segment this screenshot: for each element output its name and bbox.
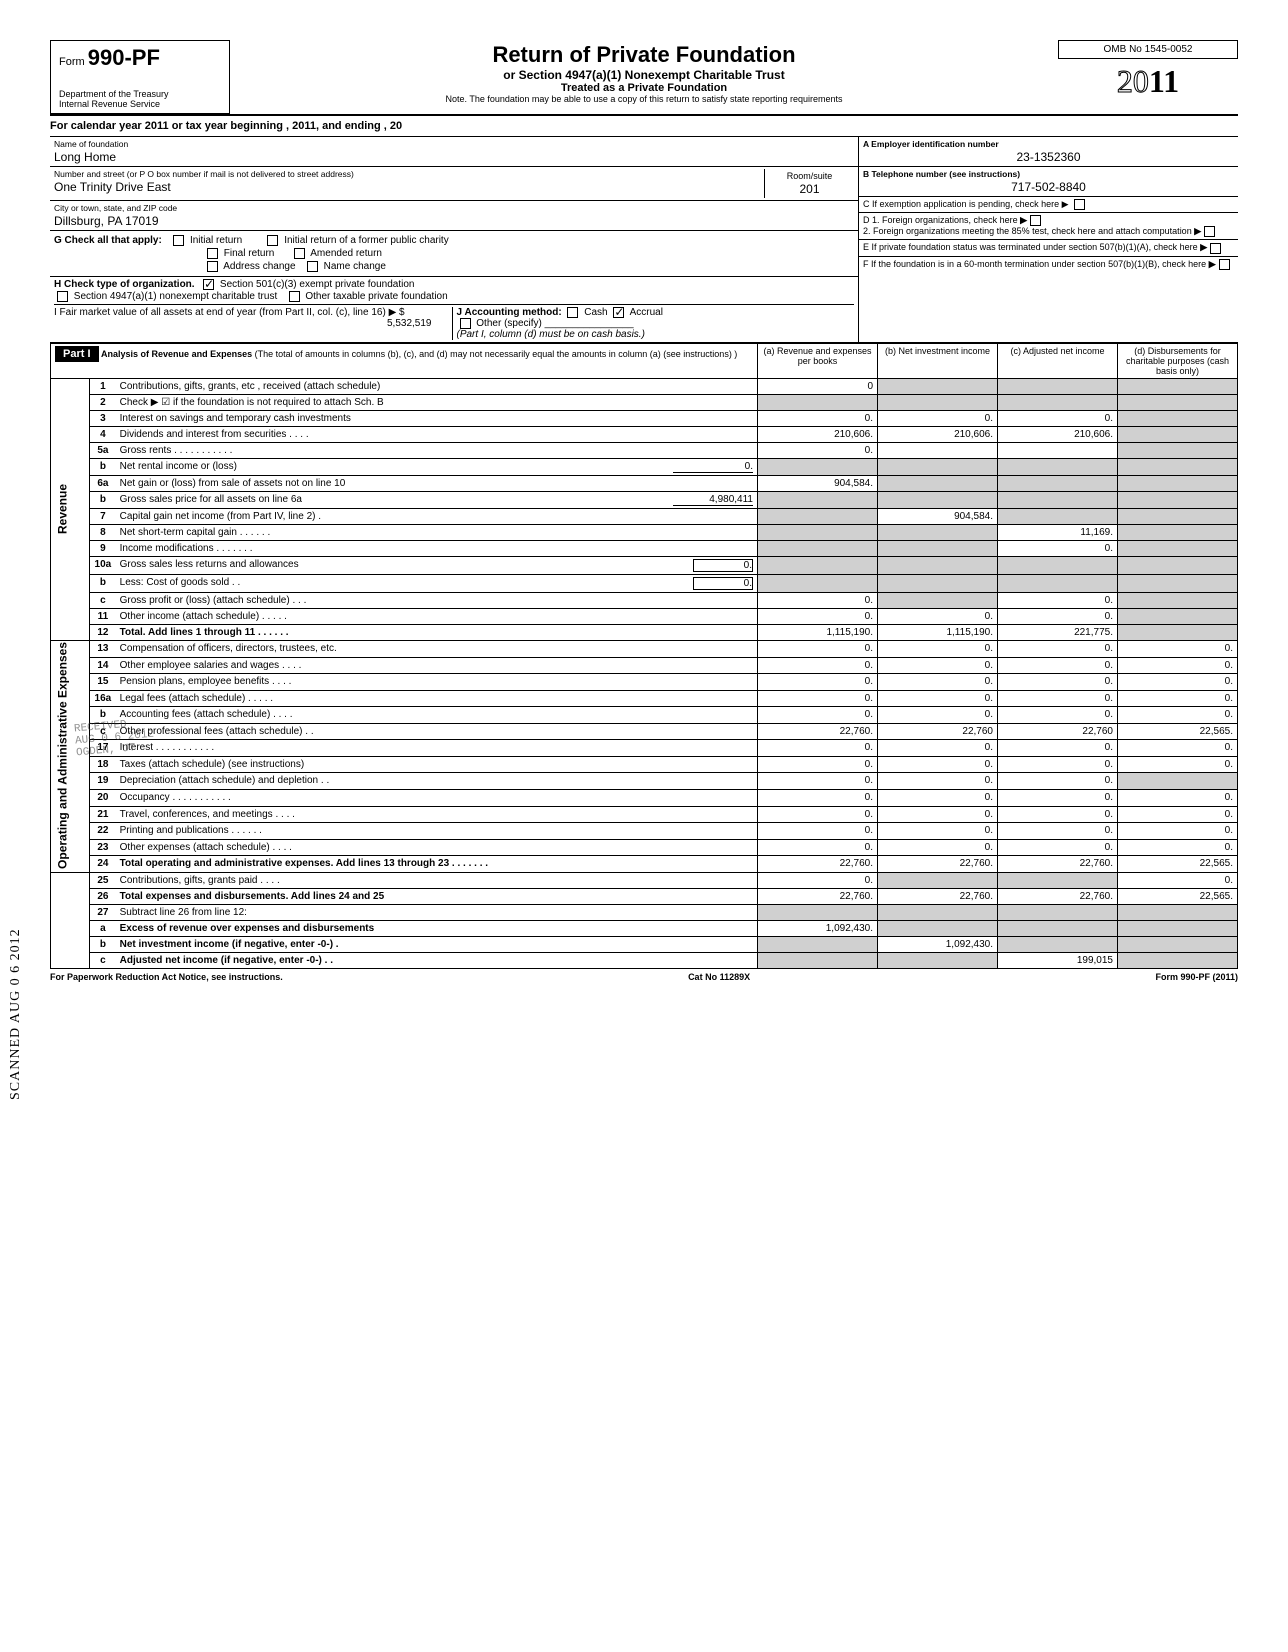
table-row: bNet investment income (if negative, ent… [51, 936, 1238, 952]
phone-value: 717-502-8840 [863, 179, 1234, 194]
footer-mid: Cat No 11289X [688, 972, 750, 982]
table-row: cOther professional fees (attach schedul… [51, 723, 1238, 740]
table-row: 11Other income (attach schedule) . . . .… [51, 608, 1238, 624]
table-row: 20Occupancy . . . . . . . . . . .0.0.0.0… [51, 790, 1238, 807]
col-a-header: (a) Revenue and expenses per books [758, 343, 878, 378]
form-subtitle2: Treated as a Private Foundation [238, 82, 1050, 94]
checkbox-other-tax[interactable] [289, 291, 300, 302]
dept-irs: Internal Revenue Service [59, 99, 221, 109]
checkbox-other-method[interactable] [460, 318, 471, 329]
tax-year: 2011 [1058, 63, 1238, 100]
table-row: 10aGross sales less returns and allowanc… [51, 556, 1238, 574]
section-i-j: I Fair market value of all assets at end… [54, 304, 854, 340]
section-g: G Check all that apply: Initial return I… [50, 231, 858, 277]
checkbox-amended[interactable] [294, 248, 305, 259]
page-footer: For Paperwork Reduction Act Notice, see … [50, 969, 1238, 982]
table-row: 23Other expenses (attach schedule) . . .… [51, 839, 1238, 856]
table-row: 14Other employee salaries and wages . . … [51, 657, 1238, 674]
footer-right: Form 990-PF (2011) [1155, 972, 1238, 982]
table-row: 15Pension plans, employee benefits . . .… [51, 674, 1238, 691]
table-row: 9Income modifications . . . . . . .0. [51, 540, 1238, 556]
table-row: 19Depreciation (attach schedule) and dep… [51, 773, 1238, 790]
table-row: 5aGross rents . . . . . . . . . . .0. [51, 442, 1238, 458]
checkbox-c[interactable] [1074, 199, 1085, 210]
form-title: Return of Private Foundation [238, 42, 1050, 68]
checkbox-accrual[interactable] [613, 307, 624, 318]
table-row: bAccounting fees (attach schedule) . . .… [51, 707, 1238, 724]
form-subtitle: or Section 4947(a)(1) Nonexempt Charitab… [238, 68, 1050, 82]
checkbox-initial-former[interactable] [267, 235, 278, 246]
checkbox-e[interactable] [1210, 243, 1221, 254]
table-row: cGross profit or (loss) (attach schedule… [51, 592, 1238, 608]
ein-value: 23-1352360 [863, 149, 1234, 164]
part1-header: Part I [55, 346, 99, 362]
checkbox-final[interactable] [207, 248, 218, 259]
table-row: bLess: Cost of goods sold . . 0. [51, 574, 1238, 592]
table-row: 27Subtract line 26 from line 12: [51, 904, 1238, 920]
checkbox-d1[interactable] [1030, 215, 1041, 226]
checkbox-address[interactable] [207, 261, 218, 272]
foundation-name: Long Home [54, 149, 854, 164]
omb-number: OMB No 1545-0052 [1058, 40, 1238, 59]
table-row: aExcess of revenue over expenses and dis… [51, 920, 1238, 936]
section-e: E If private foundation status was termi… [859, 240, 1238, 256]
checkbox-d2[interactable] [1204, 226, 1215, 237]
section-d: D 1. Foreign organizations, check here ▶… [859, 213, 1238, 240]
table-row: 18Taxes (attach schedule) (see instructi… [51, 756, 1238, 773]
street-address: One Trinity Drive East [54, 179, 764, 194]
table-row: 6aNet gain or (loss) from sale of assets… [51, 475, 1238, 491]
checkbox-4947[interactable] [57, 291, 68, 302]
addr-label: Number and street (or P O box number if … [54, 169, 764, 179]
city-state-zip: Dillsburg, PA 17019 [54, 213, 854, 228]
section-h: H Check type of organization. Section 50… [54, 279, 854, 290]
section-h-2: Section 4947(a)(1) nonexempt charitable … [54, 291, 854, 302]
checkbox-f[interactable] [1219, 259, 1230, 270]
fmv-value: 5,532,519 [387, 318, 432, 329]
scanned-stamp: SCANNED AUG 0 6 2012 [8, 928, 24, 1100]
room-label: Room/suite [769, 171, 850, 181]
col-c-header: (c) Adjusted net income [998, 343, 1118, 378]
expenses-label: Operating and Administrative Expenses [51, 640, 90, 872]
table-row: 21Travel, conferences, and meetings . . … [51, 806, 1238, 823]
table-row: 26Total expenses and disbursements. Add … [51, 888, 1238, 904]
table-row: Operating and Administrative Expenses 13… [51, 640, 1238, 657]
revenue-label: Revenue [51, 378, 90, 640]
footer-left: For Paperwork Reduction Act Notice, see … [50, 972, 283, 982]
table-row: cAdjusted net income (if negative, enter… [51, 952, 1238, 968]
table-row: 3Interest on savings and temporary cash … [51, 410, 1238, 426]
table-row: 17Interest . . . . . . . . . . .0.0.0.0. [51, 740, 1238, 757]
city-label: City or town, state, and ZIP code [54, 203, 854, 213]
table-row: 16aLegal fees (attach schedule) . . . . … [51, 690, 1238, 707]
calendar-year-line: For calendar year 2011 or tax year begin… [50, 116, 1238, 137]
form-header: Form 990-PF Department of the Treasury I… [50, 40, 1238, 116]
entity-info: Name of foundation Long Home Number and … [50, 137, 1238, 343]
checkbox-cash[interactable] [567, 307, 578, 318]
col-b-header: (b) Net investment income [878, 343, 998, 378]
section-c: C If exemption application is pending, c… [859, 197, 1238, 213]
table-row: 12Total. Add lines 1 through 11 . . . . … [51, 624, 1238, 640]
table-row: 25Contributions, gifts, grants paid . . … [51, 872, 1238, 888]
phone-label: B Telephone number (see instructions) [863, 169, 1234, 179]
room-value: 201 [769, 181, 850, 196]
checkbox-namechg[interactable] [307, 261, 318, 272]
table-row: Revenue 1Contributions, gifts, grants, e… [51, 378, 1238, 394]
table-row: 22Printing and publications . . . . . .0… [51, 823, 1238, 840]
col-d-header: (d) Disbursements for charitable purpose… [1118, 343, 1238, 378]
table-row: 4Dividends and interest from securities … [51, 426, 1238, 442]
checkbox-501c3[interactable] [203, 279, 214, 290]
table-row: 24Total operating and administrative exp… [51, 856, 1238, 873]
table-row: bGross sales price for all assets on lin… [51, 491, 1238, 508]
name-label: Name of foundation [54, 139, 854, 149]
table-row: 2Check ▶ ☑ if the foundation is not requ… [51, 394, 1238, 410]
table-row: 8Net short-term capital gain . . . . . .… [51, 524, 1238, 540]
checkbox-initial[interactable] [173, 235, 184, 246]
section-f: F If the foundation is in a 60-month ter… [859, 257, 1238, 272]
part1-table: Part I Analysis of Revenue and Expenses … [50, 343, 1238, 969]
ein-label: A Employer identification number [863, 139, 1234, 149]
form-number: Form 990-PF [59, 45, 221, 71]
table-row: bNet rental income or (loss) 0. [51, 458, 1238, 475]
form-note: Note. The foundation may be able to use … [238, 94, 1050, 104]
table-row: 7Capital gain net income (from Part IV, … [51, 508, 1238, 524]
dept-treasury: Department of the Treasury [59, 89, 221, 99]
